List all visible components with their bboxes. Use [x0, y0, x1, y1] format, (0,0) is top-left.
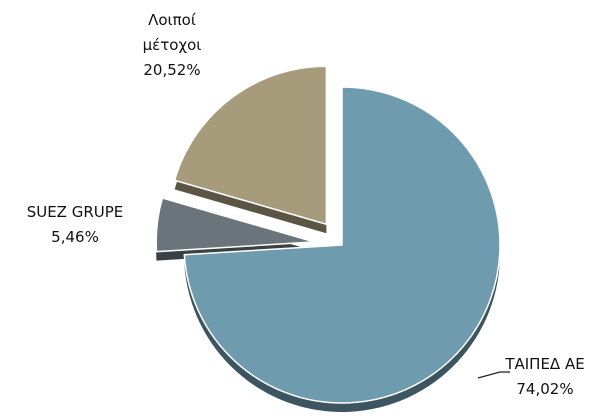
category-label: ΤΑΙΠΕΔ ΑΕ: [505, 355, 585, 373]
category-label: Λοιποί μέτοχοι: [142, 11, 202, 54]
category-label: SUEZ GRUPE: [26, 203, 124, 221]
value-label: 5,46%: [51, 228, 99, 246]
value-label: 20,52%: [143, 61, 201, 79]
slice-label: ΤΑΙΠΕΔ ΑΕ 74,02%: [490, 352, 598, 402]
leader-line: [477, 371, 510, 379]
slice: [173, 65, 328, 226]
slice: [183, 86, 501, 404]
slice: [155, 197, 315, 253]
slice-label: Λοιποί μέτοχοι 20,52%: [112, 8, 232, 83]
slice-label: SUEZ GRUPE 5,46%: [20, 200, 130, 250]
value-label: 74,02%: [516, 380, 574, 398]
